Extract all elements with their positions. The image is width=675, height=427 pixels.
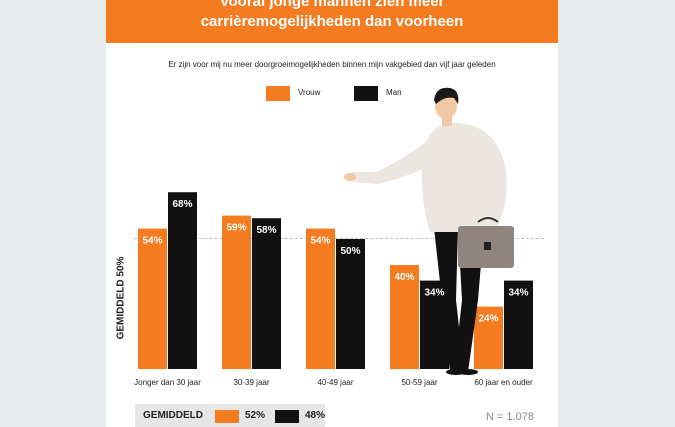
data-label-man-5: 34%: [508, 288, 528, 299]
bar-man-3: [336, 239, 365, 369]
category-label-4: 50-59 jaar: [401, 378, 437, 387]
data-label-vrouw-5: 24%: [478, 314, 498, 325]
bar-chart: 54% 68% Jonger dan 30 jaar 59% 58% 30-39 jaar…: [134, 87, 533, 387]
bar-man-2: [252, 218, 281, 369]
average-summary: GEMIDDELD 52% 48%: [135, 404, 325, 427]
legend-label-vrouw: Vrouw: [298, 88, 321, 97]
chart-subtitle: Er zijn voor mij nu meer doorgroeimogeli…: [168, 60, 496, 69]
average-value-man: 48%: [305, 410, 326, 421]
bar-vrouw-3: [306, 228, 335, 369]
data-label-vrouw-3: 54%: [310, 236, 330, 247]
bar-man-1: [168, 192, 197, 369]
average-value-vrouw: 52%: [245, 410, 266, 421]
sample-size: N = 1.078: [486, 411, 535, 423]
man-with-briefcase-illustration: [344, 87, 514, 375]
average-label: GEMIDDELD: [143, 410, 203, 421]
legend-swatch-vrouw: [266, 86, 290, 101]
data-label-vrouw-4: 40%: [394, 272, 414, 283]
legend-label-man: Man: [386, 88, 402, 97]
title-banner: Vooral jonge mannen zien meer carrièremo…: [106, 0, 558, 43]
category-label-3: 40-49 jaar: [317, 378, 353, 387]
data-label-man-2: 58%: [256, 225, 276, 236]
category-label-2: 30-39 jaar: [233, 378, 269, 387]
data-label-man-3: 50%: [340, 246, 360, 257]
infographic-card: Vooral jonge mannen zien meer carrièremo…: [106, 0, 558, 427]
bar-vrouw-1: [138, 228, 167, 369]
average-swatch-vrouw: [215, 410, 239, 423]
title-line-2: carrièremogelijkheden dan voorheen: [200, 13, 464, 30]
data-label-man-1: 68%: [172, 199, 192, 210]
bar-vrouw-4: [390, 265, 419, 369]
bar-vrouw-5: [474, 306, 503, 369]
bar-vrouw-2: [222, 215, 251, 369]
average-swatch-man: [275, 410, 299, 423]
data-label-vrouw-2: 59%: [226, 223, 246, 234]
category-label-1: Jonger dan 30 jaar: [134, 378, 201, 387]
average-reference-line: [134, 238, 544, 239]
title-line-1: Vooral jonge mannen zien meer: [219, 0, 445, 10]
data-label-vrouw-1: 54%: [142, 236, 162, 247]
legend-swatch-man: [354, 86, 378, 101]
data-label-man-4: 34%: [424, 288, 444, 299]
bar-man-5: [504, 280, 533, 369]
category-label-5: 60 jaar en ouder: [474, 378, 533, 387]
